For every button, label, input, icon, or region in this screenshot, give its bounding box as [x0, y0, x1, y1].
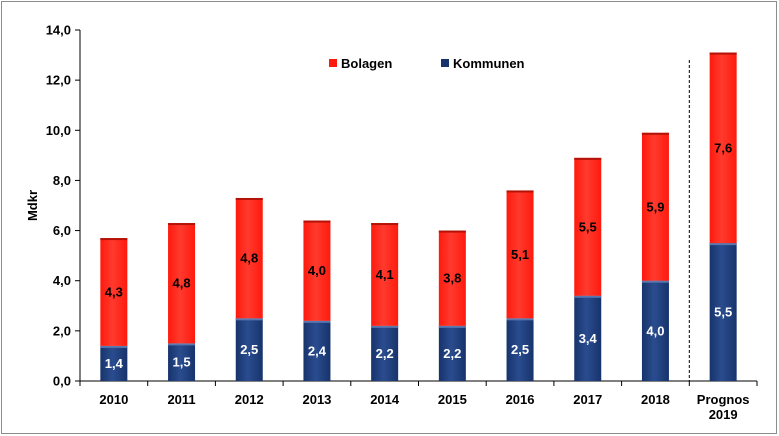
- bar-kommunen: [303, 320, 331, 381]
- y-tick-label: 6,0: [53, 223, 71, 238]
- x-tick-label: 2010: [99, 392, 128, 407]
- data-label-bolagen: 4,3: [105, 284, 123, 299]
- data-label-bolagen: 5,9: [646, 199, 664, 214]
- bar-bolagen: [371, 223, 399, 326]
- data-label-kommunen: 2,4: [308, 343, 327, 358]
- bar-top-edge: [438, 325, 466, 328]
- x-tick-label: 2018: [641, 392, 670, 407]
- x-tick-label: 2019: [709, 407, 738, 422]
- bar-top-edge: [641, 132, 669, 135]
- y-axis-label: Mdkr: [25, 190, 40, 221]
- bar-bolagen: [506, 190, 534, 319]
- data-label-kommunen: 5,5: [714, 305, 732, 320]
- x-tick-label: 2015: [438, 392, 467, 407]
- bar-top-edge: [506, 190, 534, 193]
- bar-bolagen: [574, 157, 602, 296]
- bar-top-edge: [100, 345, 128, 348]
- bar-bolagen: [235, 197, 263, 319]
- y-tick-label: 10,0: [46, 123, 71, 138]
- bar-kommunen: [168, 343, 196, 381]
- bar-bolagen: [709, 52, 737, 244]
- legend-swatch-bolagen: [329, 59, 337, 67]
- bar-kommunen: [100, 345, 128, 381]
- data-label-bolagen: 5,5: [579, 219, 597, 234]
- data-label-bolagen: 4,8: [173, 276, 191, 291]
- bar-kommunen: [235, 318, 263, 381]
- bar-kommunen: [506, 318, 534, 381]
- legend-swatch-kommunen: [441, 59, 449, 67]
- y-tick-label: 0,0: [53, 374, 71, 389]
- bar-top-edge: [371, 325, 399, 328]
- x-tick-label: 2014: [370, 392, 400, 407]
- data-label-kommunen: 2,5: [240, 342, 258, 357]
- bar-top-edge: [709, 243, 737, 246]
- y-tick-label: 4,0: [53, 273, 71, 288]
- data-label-kommunen: 3,4: [579, 331, 598, 346]
- x-tick-label: Prognos: [697, 392, 750, 407]
- bar-kommunen: [371, 325, 399, 381]
- data-label-bolagen: 4,0: [308, 263, 326, 278]
- bar-top-edge: [371, 223, 399, 226]
- bar-top-edge: [641, 280, 669, 283]
- x-tick-label: 2011: [167, 392, 195, 407]
- bar-top-edge: [168, 223, 196, 226]
- bar-bolagen: [168, 223, 196, 344]
- bar-bolagen: [303, 220, 331, 321]
- bar-top-edge: [709, 52, 737, 55]
- legend-label-kommunen: Kommunen: [453, 56, 525, 71]
- bar-kommunen: [641, 280, 669, 381]
- data-label-bolagen: 4,1: [376, 267, 394, 282]
- bar-top-edge: [168, 343, 196, 346]
- data-label-bolagen: 7,6: [714, 140, 732, 155]
- bar-top-edge: [235, 318, 263, 321]
- data-label-kommunen: 4,0: [646, 323, 664, 338]
- data-label-kommunen: 1,5: [173, 355, 191, 370]
- data-label-bolagen: 4,8: [240, 251, 258, 266]
- legend-label-bolagen: Bolagen: [341, 56, 392, 71]
- x-tick-label: 2017: [573, 392, 602, 407]
- bar-top-edge: [574, 157, 602, 160]
- x-tick-label: 2013: [302, 392, 331, 407]
- x-tick-label: 2012: [235, 392, 264, 407]
- y-tick-label: 2,0: [53, 323, 71, 338]
- bar-top-edge: [235, 197, 263, 200]
- bar-bolagen: [641, 132, 669, 281]
- data-label-kommunen: 2,2: [376, 346, 394, 361]
- y-tick-label: 12,0: [46, 73, 71, 88]
- bar-top-edge: [506, 318, 534, 321]
- bar-bolagen: [438, 230, 466, 326]
- bar-kommunen: [438, 325, 466, 381]
- bar-kommunen: [574, 295, 602, 381]
- bar-kommunen: [709, 243, 737, 381]
- bar-bolagen: [100, 238, 128, 346]
- bar-top-edge: [303, 320, 331, 323]
- y-tick-label: 8,0: [53, 173, 71, 188]
- data-label-bolagen: 5,1: [511, 247, 529, 262]
- bar-top-edge: [438, 230, 466, 233]
- y-tick-label: 14,0: [46, 23, 71, 38]
- data-label-kommunen: 2,5: [511, 342, 529, 357]
- bar-top-edge: [574, 295, 602, 298]
- bar-top-edge: [100, 238, 128, 241]
- data-label-bolagen: 3,8: [443, 271, 461, 286]
- data-label-kommunen: 1,4: [105, 356, 124, 371]
- data-label-kommunen: 2,2: [443, 346, 461, 361]
- x-tick-label: 2016: [506, 392, 535, 407]
- bar-top-edge: [303, 220, 331, 223]
